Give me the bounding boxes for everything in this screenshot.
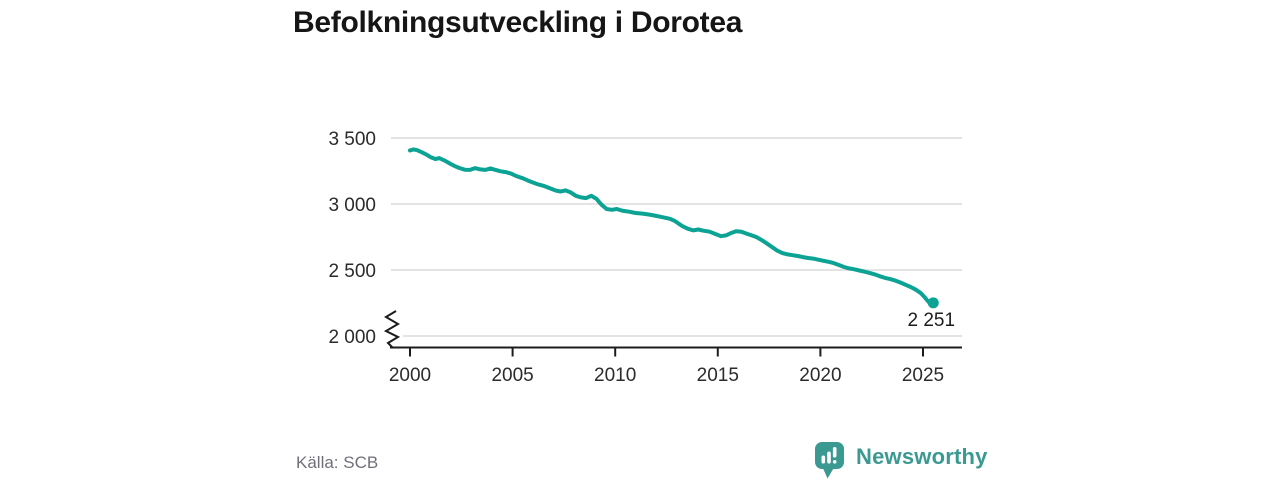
y-axis-tick-label: 3 500 (328, 129, 376, 150)
newsworthy-logo-icon (815, 442, 844, 479)
x-axis-tick-label: 2010 (594, 365, 636, 386)
x-axis-tick-label: 2000 (389, 365, 431, 386)
newsworthy-logo-text: Newsworthy (856, 444, 988, 469)
y-axis-tick-label: 2 500 (328, 261, 376, 282)
x-axis-tick-label: 2020 (799, 365, 841, 386)
newsworthy-logo: Newsworthy (813, 441, 988, 479)
x-axis-tick-label: 2015 (697, 365, 739, 386)
logo-bubble-tail (822, 466, 835, 479)
chart-title: Befolkningsutveckling i Dorotea (293, 6, 743, 39)
source-label: Källa: SCB (296, 453, 379, 472)
y-axis-tick-label: 3 000 (328, 195, 376, 216)
axis-break-icon (383, 310, 401, 349)
x-axis-tick-label: 2025 (902, 365, 944, 386)
logo-bar-tall-icon (827, 451, 831, 464)
end-point-marker (927, 297, 939, 309)
logo-exclamation-stroke-icon (832, 447, 837, 458)
logo-exclamation-dot-icon (832, 460, 837, 464)
population-trend-line (408, 147, 936, 306)
y-axis-tick-label: 2 000 (328, 327, 376, 348)
end-point-value-label: 2 251 (907, 310, 955, 331)
logo-bar-small-icon (821, 455, 826, 464)
x-axis-tick-label: 2005 (491, 365, 533, 386)
